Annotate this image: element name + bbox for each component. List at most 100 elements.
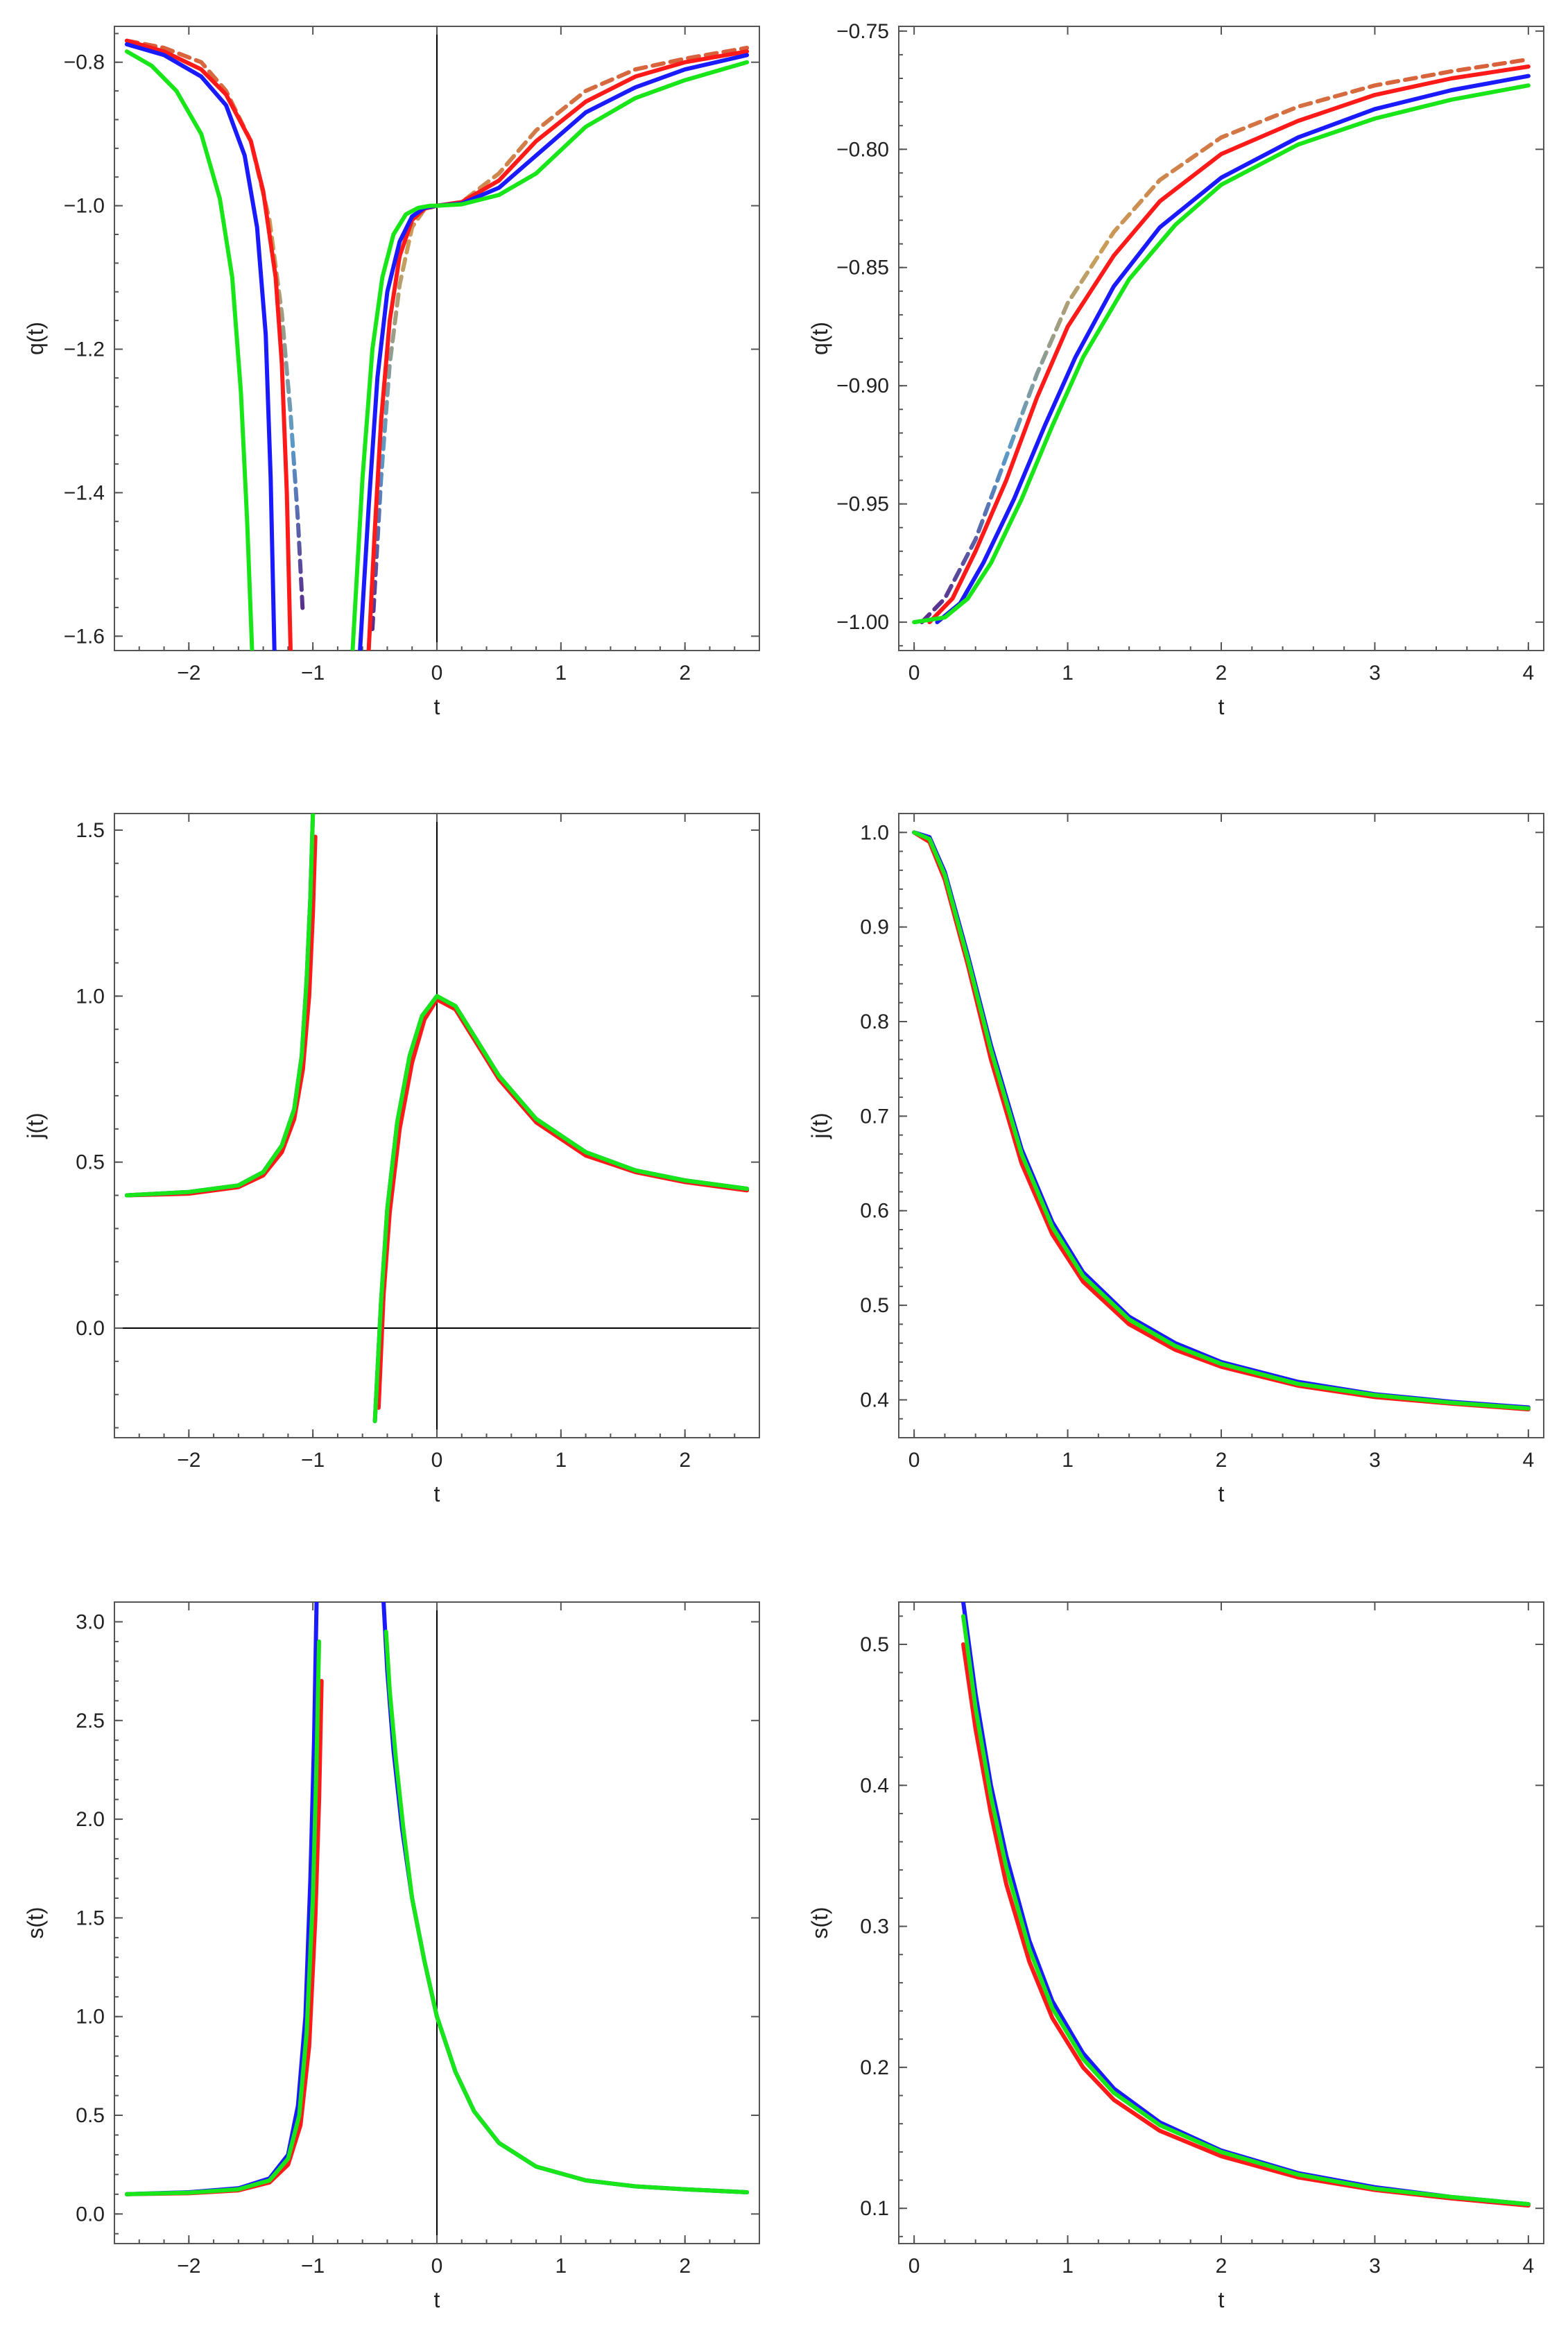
series-line-green bbox=[372, 994, 750, 1424]
y-axis-label: q(t) bbox=[23, 322, 48, 355]
y-tick-label: 1.5 bbox=[76, 819, 105, 842]
x-tick-label: 2 bbox=[1216, 2255, 1227, 2278]
y-tick-label: −1.2 bbox=[64, 338, 105, 361]
x-tick-label: −2 bbox=[177, 2255, 200, 2278]
series-line-blue bbox=[124, 1602, 319, 2196]
series-line-red bbox=[376, 997, 750, 1410]
series-line-dashed bbox=[920, 57, 1531, 625]
x-tick-label: −1 bbox=[301, 662, 325, 685]
series-line-green bbox=[124, 49, 255, 651]
y-axis-label: q(t) bbox=[807, 322, 832, 355]
x-axis-label: t bbox=[434, 694, 440, 719]
y-tick-label: −0.95 bbox=[836, 493, 889, 516]
x-tick-label: 4 bbox=[1523, 662, 1535, 685]
y-tick-label: 1.0 bbox=[76, 985, 105, 1008]
y-tick-label: 0.5 bbox=[860, 1294, 889, 1317]
y-tick-label: 0.9 bbox=[860, 916, 889, 939]
y-axis-label: s(t) bbox=[23, 1907, 48, 1938]
series-group bbox=[961, 1602, 1531, 2208]
x-tick-label: 0 bbox=[908, 1449, 920, 1472]
x-axis-label: t bbox=[434, 2287, 440, 2312]
series-line-green bbox=[350, 60, 750, 651]
x-axis-label: t bbox=[1218, 1481, 1225, 1506]
x-tick-label: 2 bbox=[679, 2255, 691, 2278]
series-group bbox=[124, 814, 750, 1424]
series-line-blue bbox=[358, 53, 750, 651]
series-line-dashed bbox=[124, 38, 305, 617]
x-tick-label: 1 bbox=[555, 662, 567, 685]
x-tick-label: 3 bbox=[1369, 1449, 1381, 1472]
series-line-red bbox=[366, 49, 750, 651]
y-tick-label: −0.90 bbox=[836, 375, 889, 397]
series-line-blue bbox=[124, 42, 277, 651]
y-axis-label: j(t) bbox=[23, 1112, 48, 1139]
x-tick-label: 1 bbox=[1062, 1449, 1074, 1472]
y-tick-label: 2.5 bbox=[76, 1710, 105, 1732]
series-line-red bbox=[912, 830, 1531, 1412]
y-tick-label: 0.1 bbox=[860, 2197, 889, 2220]
y-tick-label: −1.4 bbox=[64, 481, 105, 504]
x-tick-label: 0 bbox=[908, 2255, 920, 2278]
y-tick-label: −1.6 bbox=[64, 625, 105, 648]
q-right-panel: 0 1 2 3 4 −1.00 −0.95 −0.90 −0.85 −0.80 −0.75 t q(t) bbox=[807, 20, 1544, 719]
plot-frame bbox=[898, 1601, 1544, 2244]
x-tick-label: 0 bbox=[431, 1449, 443, 1472]
series-line-blue bbox=[381, 1602, 750, 2194]
x-tick-label: 1 bbox=[555, 1449, 567, 1472]
series-line-red bbox=[124, 38, 293, 651]
x-tick-label: 4 bbox=[1523, 2255, 1535, 2278]
y-tick-label: 0.8 bbox=[860, 1010, 889, 1033]
y-tick-label: 0.6 bbox=[860, 1200, 889, 1223]
y-tick-label: 0.0 bbox=[76, 1317, 105, 1340]
s-right-panel: 0 1 2 3 4 0.1 0.2 0.3 0.4 0.5 t s(t) bbox=[807, 1601, 1544, 2312]
series-line-red bbox=[927, 64, 1531, 625]
series-line-red bbox=[124, 1678, 324, 2196]
x-axis-label: t bbox=[1218, 694, 1225, 719]
x-tick-label: −1 bbox=[301, 1449, 325, 1472]
y-tick-label: 3.0 bbox=[76, 1610, 105, 1633]
y-tick-label: 1.5 bbox=[76, 1907, 105, 1929]
series-line-green bbox=[912, 830, 1531, 1411]
series-group bbox=[124, 1602, 750, 2196]
series-line-blue bbox=[961, 1602, 1531, 2207]
x-tick-label: −1 bbox=[301, 2255, 325, 2278]
y-tick-label: 1.0 bbox=[860, 821, 889, 844]
y-tick-label: −0.85 bbox=[836, 257, 889, 279]
y-tick-label: 0.2 bbox=[860, 2056, 889, 2079]
series-line-red bbox=[124, 834, 318, 1198]
x-tick-label: 3 bbox=[1369, 2255, 1381, 2278]
x-tick-label: 0 bbox=[431, 2255, 443, 2278]
y-tick-label: −0.8 bbox=[64, 51, 105, 74]
x-tick-label: −2 bbox=[177, 1449, 200, 1472]
y-tick-label: 0.4 bbox=[860, 1774, 889, 1797]
q-left-panel: −2 −1 0 1 2 −1.6 −1.4 −1.2 −1.0 −0.8 t q(t) bbox=[23, 26, 760, 719]
series-line-blue bbox=[935, 74, 1531, 625]
x-tick-label: 2 bbox=[679, 1449, 691, 1472]
x-axis-label: t bbox=[434, 1481, 440, 1506]
series-line-blue bbox=[372, 994, 750, 1424]
x-tick-label: 1 bbox=[1062, 2255, 1074, 2278]
y-tick-label: 0.7 bbox=[860, 1105, 889, 1128]
x-tick-label: 2 bbox=[679, 662, 691, 685]
j-left-panel: −2 −1 0 1 2 0.0 0.5 1.0 1.5 t j(t) bbox=[23, 813, 760, 1506]
plot-frame bbox=[898, 813, 1544, 1438]
y-tick-label: 0.5 bbox=[76, 2104, 105, 2127]
x-tick-label: 0 bbox=[908, 662, 920, 685]
series-line-green bbox=[961, 1614, 1531, 2207]
x-tick-label: 1 bbox=[555, 2255, 567, 2278]
series-group bbox=[912, 830, 1531, 1412]
y-axis-label: j(t) bbox=[807, 1112, 832, 1139]
y-tick-label: 1.0 bbox=[76, 2006, 105, 2029]
s-left-panel: −2 −1 0 1 2 0.0 0.5 1.0 1.5 2.0 2.5 3.0 t s(t) bbox=[23, 1601, 760, 2312]
j-right-panel: 0 1 2 3 4 0.4 0.5 0.6 0.7 0.8 0.9 1.0 t j(t) bbox=[807, 813, 1544, 1506]
x-tick-label: 2 bbox=[1216, 662, 1227, 685]
series-group bbox=[912, 57, 1531, 625]
x-axis-label: t bbox=[1218, 2287, 1225, 2312]
x-tick-label: 3 bbox=[1369, 662, 1381, 685]
y-tick-label: −0.75 bbox=[836, 20, 889, 43]
series-line-green bbox=[912, 83, 1531, 625]
x-tick-label: 1 bbox=[1062, 662, 1074, 685]
y-tick-label: 0.4 bbox=[860, 1388, 889, 1411]
series-line-green bbox=[384, 1629, 750, 2194]
